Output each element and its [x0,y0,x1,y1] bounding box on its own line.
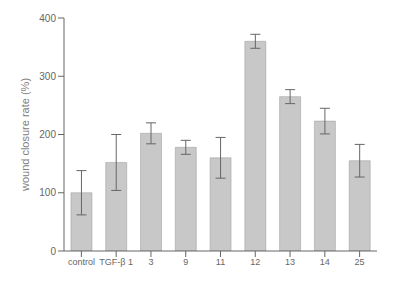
svg-text:25: 25 [355,257,365,267]
svg-text:14: 14 [320,257,330,267]
svg-text:0: 0 [50,246,56,257]
svg-text:13: 13 [285,257,295,267]
svg-text:400: 400 [39,13,56,24]
svg-text:300: 300 [39,71,56,82]
svg-text:control: control [68,257,95,267]
svg-text:9: 9 [183,257,188,267]
svg-text:TGF-β 1: TGF-β 1 [99,257,133,267]
svg-text:100: 100 [39,187,56,198]
svg-text:200: 200 [39,129,56,140]
svg-text:11: 11 [216,257,225,267]
svg-text:12: 12 [250,257,260,267]
svg-text:3: 3 [148,257,153,267]
svg-text:wound closure rate (%): wound closure rate (%) [19,78,31,192]
